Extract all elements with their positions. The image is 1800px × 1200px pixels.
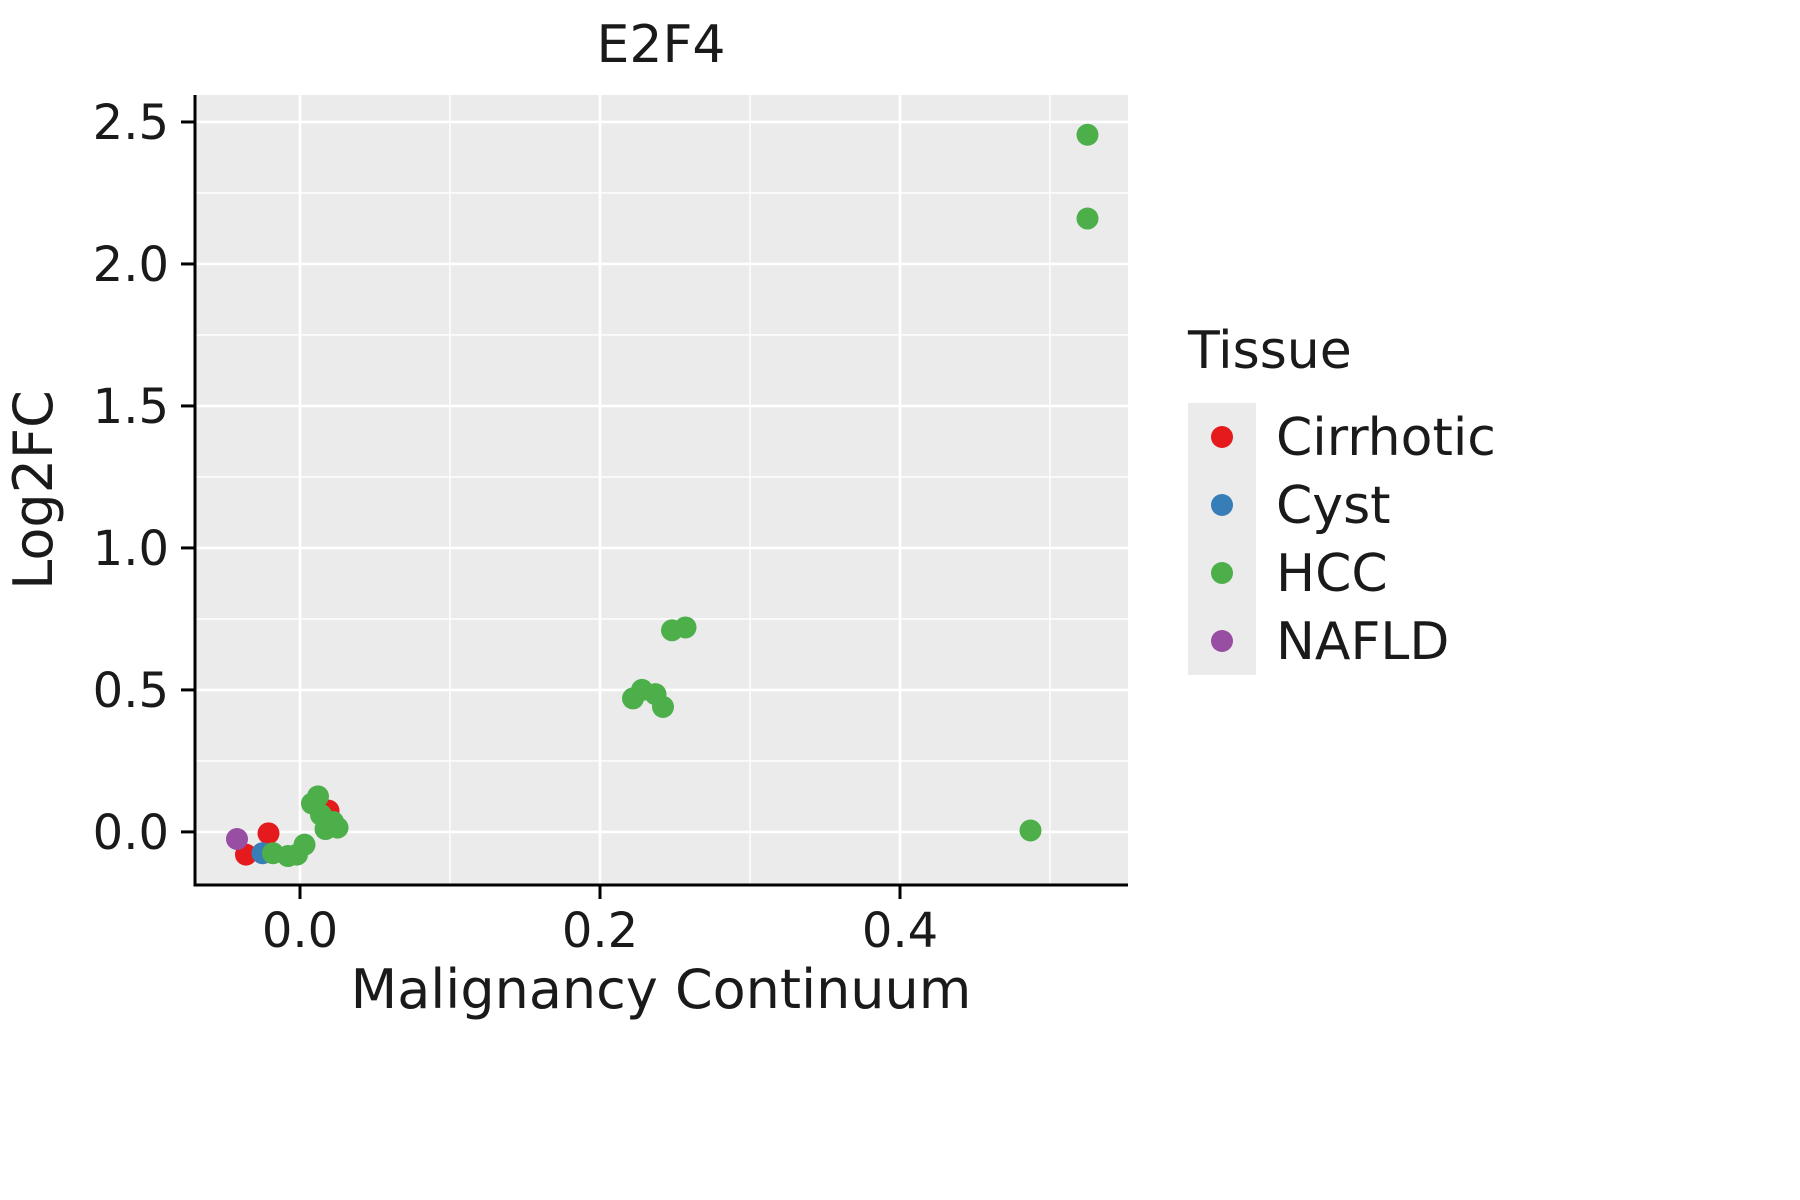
legend-dot-cirrhotic xyxy=(1211,426,1233,448)
data-point-hcc xyxy=(1076,123,1099,146)
legend-label-hcc: HCC xyxy=(1276,544,1388,604)
x-axis-label: Malignancy Continuum xyxy=(351,958,972,1021)
data-point-hcc xyxy=(652,695,674,718)
y-tick-label: 2.0 xyxy=(93,237,169,293)
legend-dot-hcc xyxy=(1211,562,1233,584)
x-tick-label: 0.0 xyxy=(262,903,338,959)
x-tick-label: 0.2 xyxy=(562,903,638,959)
y-tick-label: 0.0 xyxy=(93,805,169,861)
data-point-hcc xyxy=(674,616,697,639)
legend-item-nafld: NAFLD xyxy=(1188,607,1449,675)
data-point-nafld xyxy=(226,827,248,850)
plot-panel xyxy=(195,95,1128,885)
x-tick-label: 0.4 xyxy=(862,903,938,959)
legend: Tissue Cirrhotic Cyst HCC NAFLD xyxy=(1187,321,1496,675)
legend-title: Tissue xyxy=(1187,321,1352,381)
data-point-hcc xyxy=(1076,207,1099,230)
data-point-hcc xyxy=(293,833,316,856)
data-point-hcc xyxy=(307,785,329,808)
legend-label-cyst: Cyst xyxy=(1276,476,1391,536)
legend-label-nafld: NAFLD xyxy=(1276,612,1449,672)
legend-dot-cyst xyxy=(1211,494,1233,516)
y-axis-label: Log2FC xyxy=(2,390,65,590)
y-tick-label: 2.5 xyxy=(93,95,169,151)
y-tick-label: 1.0 xyxy=(93,521,169,577)
axis-spines xyxy=(193,95,1128,887)
axis-ticks: 0.0 0.2 0.4 0.0 0.5 1.0 1.5 2.0 2.5 xyxy=(93,95,939,959)
y-tick-label: 1.5 xyxy=(93,379,169,435)
legend-dot-nafld xyxy=(1211,630,1233,652)
data-point-hcc xyxy=(326,816,349,839)
legend-item-cirrhotic: Cirrhotic xyxy=(1188,403,1496,471)
legend-item-hcc: HCC xyxy=(1188,539,1388,607)
legend-label-cirrhotic: Cirrhotic xyxy=(1276,408,1496,468)
chart-title: E2F4 xyxy=(597,15,726,75)
data-point-hcc xyxy=(1019,819,1042,842)
data-point-cirrhotic xyxy=(257,822,280,845)
data-points xyxy=(226,123,1099,868)
y-tick-label: 0.5 xyxy=(93,663,169,719)
legend-item-cyst: Cyst xyxy=(1188,471,1391,539)
